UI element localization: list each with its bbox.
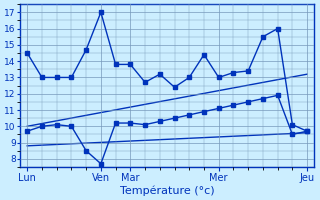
X-axis label: Température (°c): Température (°c): [120, 185, 214, 196]
